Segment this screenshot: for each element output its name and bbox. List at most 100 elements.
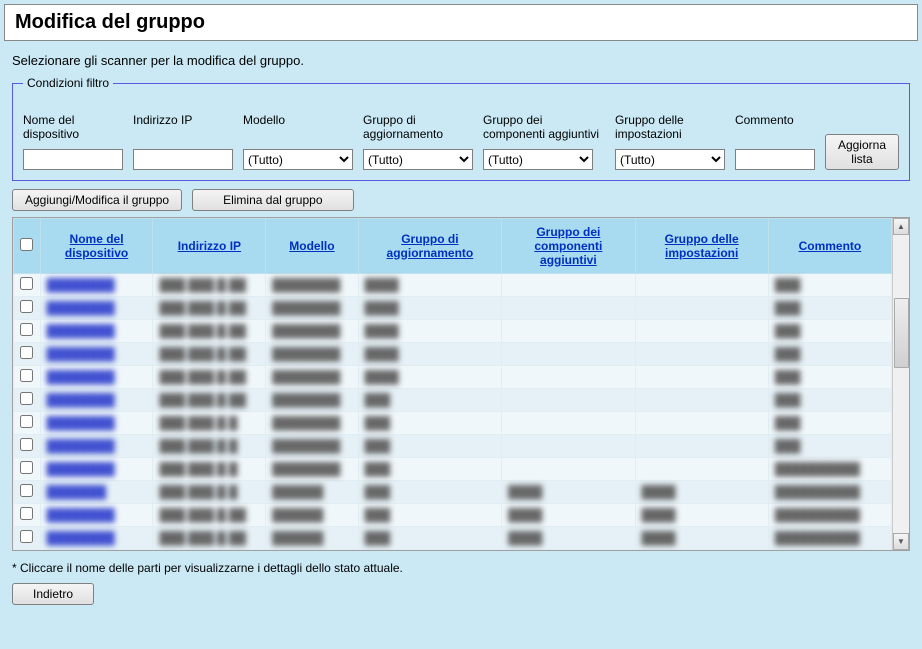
- table-row: ███████████.███.█.█████████████████: [14, 297, 892, 320]
- refresh-button[interactable]: Aggiorna lista: [825, 134, 899, 170]
- table-row: ███████████.███.█.█████████████████: [14, 320, 892, 343]
- scroll-down-icon[interactable]: ▼: [893, 533, 909, 550]
- col-header-comm[interactable]: Commento: [799, 239, 862, 253]
- row-ip: ███.███.█.█: [159, 462, 237, 476]
- filter-fieldset: Condizioni filtro Nome del dispositivo I…: [12, 76, 910, 181]
- table-row: ███████████.███.█.█████████████████: [14, 274, 892, 297]
- row-upd: ███: [365, 485, 391, 499]
- row-comm: ██████████: [775, 531, 860, 545]
- row-checkbox[interactable]: [20, 369, 33, 382]
- row-upd: ███: [365, 531, 391, 545]
- col-header-sett[interactable]: Gruppo delle impostazioni: [665, 232, 739, 260]
- footnote: * Cliccare il nome delle parti per visua…: [12, 561, 910, 575]
- row-upd: ███: [365, 416, 391, 430]
- row-sett: ████: [642, 485, 676, 499]
- row-model: ████████: [272, 324, 340, 338]
- row-comp: ████: [508, 485, 542, 499]
- data-table: Nome del dispositivo Indirizzo IP Modell…: [13, 218, 892, 550]
- row-comp: ████: [508, 508, 542, 522]
- row-checkbox[interactable]: [20, 277, 33, 290]
- row-comp: ████: [508, 531, 542, 545]
- row-model: ██████: [272, 531, 323, 545]
- col-header-ip[interactable]: Indirizzo IP: [178, 239, 241, 253]
- filter-legend: Condizioni filtro: [23, 76, 113, 90]
- row-model: ████████: [272, 278, 340, 292]
- col-header-upd[interactable]: Gruppo di aggiornamento: [387, 232, 474, 260]
- row-upd: ███: [365, 508, 391, 522]
- subtitle: Selezionare gli scanner per la modifica …: [12, 53, 910, 68]
- row-comm: ███: [775, 301, 801, 315]
- settings-group-select[interactable]: (Tutto): [615, 149, 725, 170]
- row-checkbox[interactable]: [20, 484, 33, 497]
- update-group-label: Gruppo di aggiornamento: [363, 113, 473, 143]
- row-checkbox[interactable]: [20, 438, 33, 451]
- row-model: ██████: [272, 485, 323, 499]
- device-name-label: Nome del dispositivo: [23, 113, 123, 143]
- row-model: ████████: [272, 347, 340, 361]
- row-checkbox[interactable]: [20, 300, 33, 313]
- row-checkbox[interactable]: [20, 461, 33, 474]
- row-checkbox[interactable]: [20, 530, 33, 543]
- row-checkbox[interactable]: [20, 392, 33, 405]
- scrollbar[interactable]: ▲ ▼: [892, 218, 909, 550]
- row-upd: ████: [365, 370, 399, 384]
- table-row: ███████████.███.█.███████████████: [14, 435, 892, 458]
- model-label: Modello: [243, 113, 353, 143]
- row-model: ██████: [272, 508, 323, 522]
- row-model: ████████: [272, 462, 340, 476]
- row-model: ████████: [272, 393, 340, 407]
- row-name-link[interactable]: ████████: [47, 370, 115, 384]
- row-upd: ████: [365, 324, 399, 338]
- row-checkbox[interactable]: [20, 323, 33, 336]
- scroll-thumb[interactable]: [894, 298, 909, 368]
- row-name-link[interactable]: ████████: [47, 301, 115, 315]
- row-name-link[interactable]: ████████: [47, 508, 115, 522]
- row-sett: ████: [642, 508, 676, 522]
- row-name-link[interactable]: ████████: [47, 393, 115, 407]
- col-header-name[interactable]: Nome del dispositivo: [65, 232, 128, 260]
- row-checkbox[interactable]: [20, 507, 33, 520]
- row-upd: ███: [365, 462, 391, 476]
- row-name-link[interactable]: ████████: [47, 278, 115, 292]
- update-group-select[interactable]: (Tutto): [363, 149, 473, 170]
- row-comm: ███: [775, 439, 801, 453]
- row-ip: ███.███.█.██: [159, 370, 246, 384]
- title-box: Modifica del gruppo: [4, 4, 918, 41]
- back-button[interactable]: Indietro: [12, 583, 94, 605]
- addon-group-label: Gruppo dei componenti aggiuntivi: [483, 113, 605, 143]
- row-upd: ████: [365, 301, 399, 315]
- row-name-link[interactable]: ████████: [47, 347, 115, 361]
- model-select[interactable]: (Tutto): [243, 149, 353, 170]
- row-comm: ██████████: [775, 485, 860, 499]
- row-name-link[interactable]: ████████: [47, 324, 115, 338]
- scroll-up-icon[interactable]: ▲: [893, 218, 909, 235]
- table-row: ███████████.███.█.█████████████████: [14, 343, 892, 366]
- comment-input[interactable]: [735, 149, 815, 170]
- row-ip: ███.███.█.██: [159, 278, 246, 292]
- select-all-checkbox[interactable]: [20, 238, 33, 251]
- row-checkbox[interactable]: [20, 415, 33, 428]
- row-checkbox[interactable]: [20, 346, 33, 359]
- col-header-comp[interactable]: Gruppo dei componenti aggiuntivi: [534, 225, 602, 267]
- row-sett: ████: [642, 531, 676, 545]
- row-model: ████████: [272, 416, 340, 430]
- table-row: ███████████.███.█.██████████████████████…: [14, 527, 892, 550]
- device-name-input[interactable]: [23, 149, 123, 170]
- addon-group-select[interactable]: (Tutto): [483, 149, 593, 170]
- row-name-link[interactable]: ████████: [47, 462, 115, 476]
- ip-input[interactable]: [133, 149, 233, 170]
- add-modify-button[interactable]: Aggiungi/Modifica il gruppo: [12, 189, 182, 211]
- page-title: Modifica del gruppo: [15, 11, 907, 34]
- row-name-link[interactable]: ███████: [47, 485, 107, 499]
- delete-button[interactable]: Elimina dal gruppo: [192, 189, 353, 211]
- row-name-link[interactable]: ████████: [47, 416, 115, 430]
- table-row: ███████████.███.█.███████████████: [14, 412, 892, 435]
- row-ip: ███.███.█.█: [159, 439, 237, 453]
- row-ip: ███.███.█.█: [159, 485, 237, 499]
- row-name-link[interactable]: ████████: [47, 531, 115, 545]
- col-header-model[interactable]: Modello: [289, 239, 334, 253]
- row-ip: ███.███.█.██: [159, 531, 246, 545]
- row-comm: ███: [775, 347, 801, 361]
- row-ip: ███.███.█.██: [159, 508, 246, 522]
- row-name-link[interactable]: ████████: [47, 439, 115, 453]
